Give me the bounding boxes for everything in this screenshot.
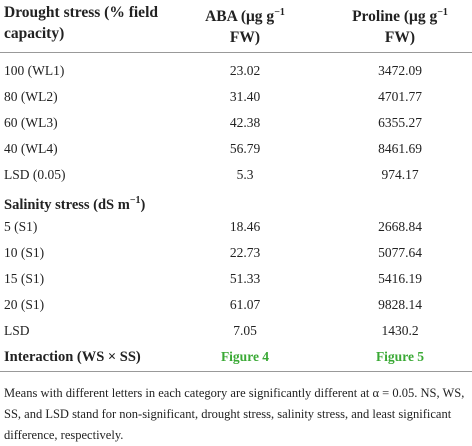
row-label: 10 (S1): [4, 245, 45, 260]
aba-value: 61.07: [229, 297, 261, 312]
section-text: Salinity stress (dS m: [4, 196, 130, 213]
rule: [0, 371, 472, 372]
superscript: −1: [129, 195, 141, 206]
header-text: FW): [229, 29, 261, 47]
aba-value: 5.3: [236, 167, 254, 182]
proline-value: 2668.84: [378, 219, 422, 234]
section-header: Salinity stress (dS m−1): [4, 188, 145, 214]
proline-value: 5077.64: [378, 245, 422, 260]
interaction-label: Interaction (WS × SS): [4, 349, 141, 365]
row-label: 15 (S1): [4, 271, 45, 286]
header-text: ABA (μg g: [205, 8, 275, 26]
row-label: 100 (WL1): [4, 63, 65, 78]
header-aba: ABA (μg g−1 FW): [180, 2, 310, 48]
row-label: LSD: [4, 323, 30, 338]
proline-value: 5416.19: [378, 271, 422, 286]
header-col1: Drought stress (% field capacity): [4, 2, 158, 44]
header-line: capacity): [4, 25, 65, 42]
header-text: Proline (μg g: [352, 8, 438, 26]
aba-value: 7.05: [233, 323, 257, 338]
proline-value: 6355.27: [378, 115, 422, 130]
footnote: Means with different letters in each cat…: [4, 386, 465, 442]
superscript: −1: [274, 7, 285, 18]
proline-value: 8461.69: [378, 141, 422, 156]
aba-value: 31.40: [229, 89, 261, 104]
proline-value: 974.17: [381, 167, 419, 182]
aba-value: 23.02: [229, 63, 261, 78]
row-label: 60 (WL3): [4, 115, 58, 130]
section-text: ): [140, 196, 146, 213]
figure-link[interactable]: Figure 4: [220, 349, 270, 364]
header-line: Drought stress (% field: [4, 4, 158, 21]
row-label: 5 (S1): [4, 219, 38, 234]
rule: [0, 52, 472, 53]
header-proline: Proline (μg g−1 FW): [330, 2, 470, 48]
aba-value: 42.38: [229, 115, 261, 130]
aba-value: 56.79: [229, 141, 261, 156]
proline-value: 3472.09: [378, 63, 422, 78]
superscript: −1: [437, 7, 448, 18]
proline-value: 1430.2: [381, 323, 419, 338]
aba-value: 22.73: [229, 245, 261, 260]
row-label: LSD (0.05): [4, 167, 66, 182]
header-text: FW): [384, 29, 416, 47]
figure-link[interactable]: Figure 5: [375, 349, 425, 364]
row-label: 20 (S1): [4, 297, 45, 312]
proline-value: 9828.14: [378, 297, 422, 312]
proline-value: 4701.77: [378, 89, 422, 104]
row-label: 40 (WL4): [4, 141, 58, 156]
aba-value: 18.46: [229, 219, 261, 234]
row-label: 80 (WL2): [4, 89, 58, 104]
aba-value: 51.33: [229, 271, 261, 286]
